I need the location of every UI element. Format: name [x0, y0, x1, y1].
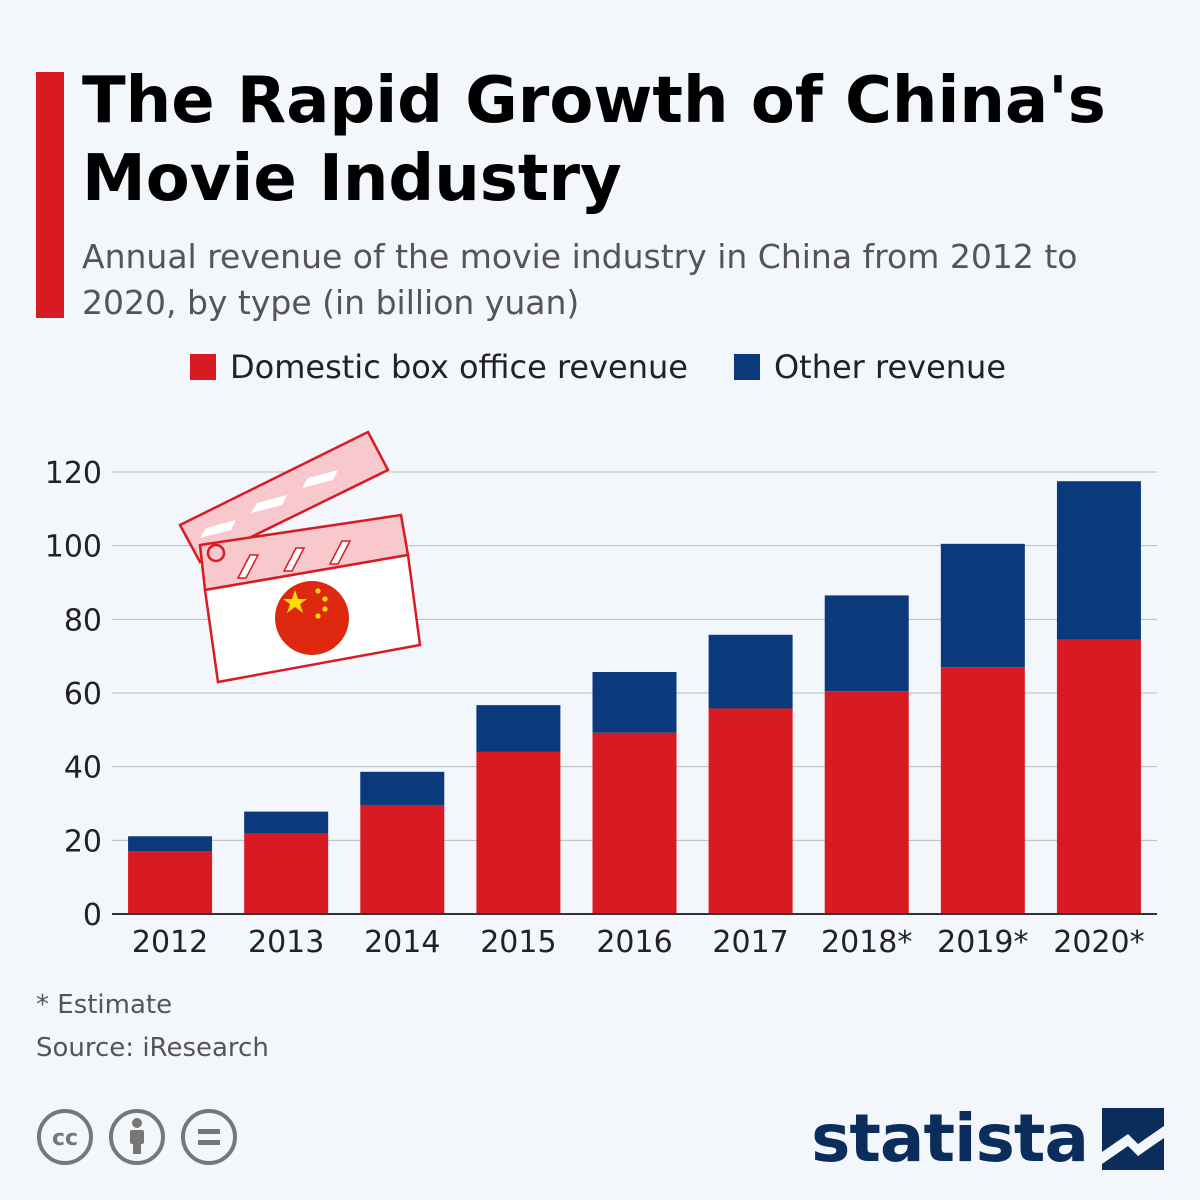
- bar-chart: 0 20 40 60 80 100 120 2012 2013 2014 2015 2016 2017…: [45, 430, 1157, 960]
- bar-domestic-2014: [360, 804, 445, 914]
- source-note: Source: iResearch: [36, 1033, 269, 1063]
- legend-item-other: Other revenue: [733, 348, 1006, 386]
- y-tick-label: 100: [45, 530, 102, 565]
- bar-domestic-2015: [476, 751, 561, 914]
- bar-other-2020: [1056, 481, 1141, 640]
- y-tick-label: 20: [64, 824, 102, 859]
- x-tick-label: 2015: [480, 925, 556, 960]
- page-subtitle: Annual revenue of the movie industry in …: [82, 237, 1078, 322]
- bar-other-2012: [128, 836, 213, 852]
- y-tick-label: 80: [64, 603, 102, 638]
- page-title: The Rapid Growth of China's Movie Indust…: [82, 64, 1106, 216]
- china-flag-icon: [275, 581, 349, 655]
- x-tick-label: 2019*: [937, 925, 1028, 960]
- bar-other-2013: [244, 811, 329, 834]
- brand-name: statista: [811, 1100, 1089, 1177]
- x-tick-label: 2016: [596, 925, 672, 960]
- bar-other-2018: [824, 595, 909, 692]
- y-tick-label: 0: [83, 898, 102, 933]
- accent-bar: [36, 72, 64, 318]
- y-tick-label: 40: [64, 751, 102, 786]
- bar-domestic-2019: [940, 667, 1025, 914]
- bar-domestic-2020: [1056, 639, 1141, 914]
- legend-label-domestic: Domestic box office revenue: [230, 348, 688, 386]
- legend-label-other: Other revenue: [773, 348, 1006, 386]
- y-tick-label: 120: [45, 456, 102, 491]
- x-tick-label: 2013: [248, 925, 324, 960]
- footnote: * Estimate: [36, 990, 173, 1020]
- bar-domestic-2016: [592, 732, 677, 914]
- x-tick-label: 2012: [132, 925, 208, 960]
- creative-commons-icon[interactable]: cc: [36, 1108, 94, 1166]
- x-tick-label: 2017: [712, 925, 788, 960]
- y-tick-label: 60: [64, 677, 102, 712]
- no-derivatives-icon[interactable]: [180, 1108, 238, 1166]
- bar-other-2014: [360, 771, 445, 805]
- bar-domestic-2012: [128, 851, 213, 914]
- statista-brand[interactable]: statista: [811, 1100, 1164, 1177]
- bar-domestic-2018: [824, 691, 909, 914]
- bar-other-2017: [708, 634, 793, 709]
- bars-layer: 2012 2013 2014 2015 2016 2017 2018* 2019* 2020*: [112, 481, 1157, 960]
- clapperboard-icon: [178, 430, 422, 684]
- attribution-icon[interactable]: [108, 1108, 166, 1166]
- x-tick-label: 2018*: [821, 925, 912, 960]
- chart-legend: Domestic box office revenue Other revenu…: [190, 348, 1052, 386]
- bar-domestic-2017: [708, 708, 793, 914]
- legend-item-domestic: Domestic box office revenue: [190, 348, 688, 386]
- bar-domestic-2013: [244, 833, 329, 914]
- x-tick-label: 2020*: [1053, 925, 1144, 960]
- statista-logo-icon: [1102, 1107, 1164, 1170]
- x-tick-label: 2014: [364, 925, 440, 960]
- svg-text:cc: cc: [52, 1126, 78, 1151]
- license-icons: cc: [36, 1108, 252, 1166]
- bar-other-2016: [592, 672, 677, 733]
- bar-other-2019: [940, 543, 1025, 668]
- bar-other-2015: [476, 705, 561, 752]
- legend-swatch-other: [733, 354, 760, 380]
- legend-swatch-domestic: [190, 354, 216, 380]
